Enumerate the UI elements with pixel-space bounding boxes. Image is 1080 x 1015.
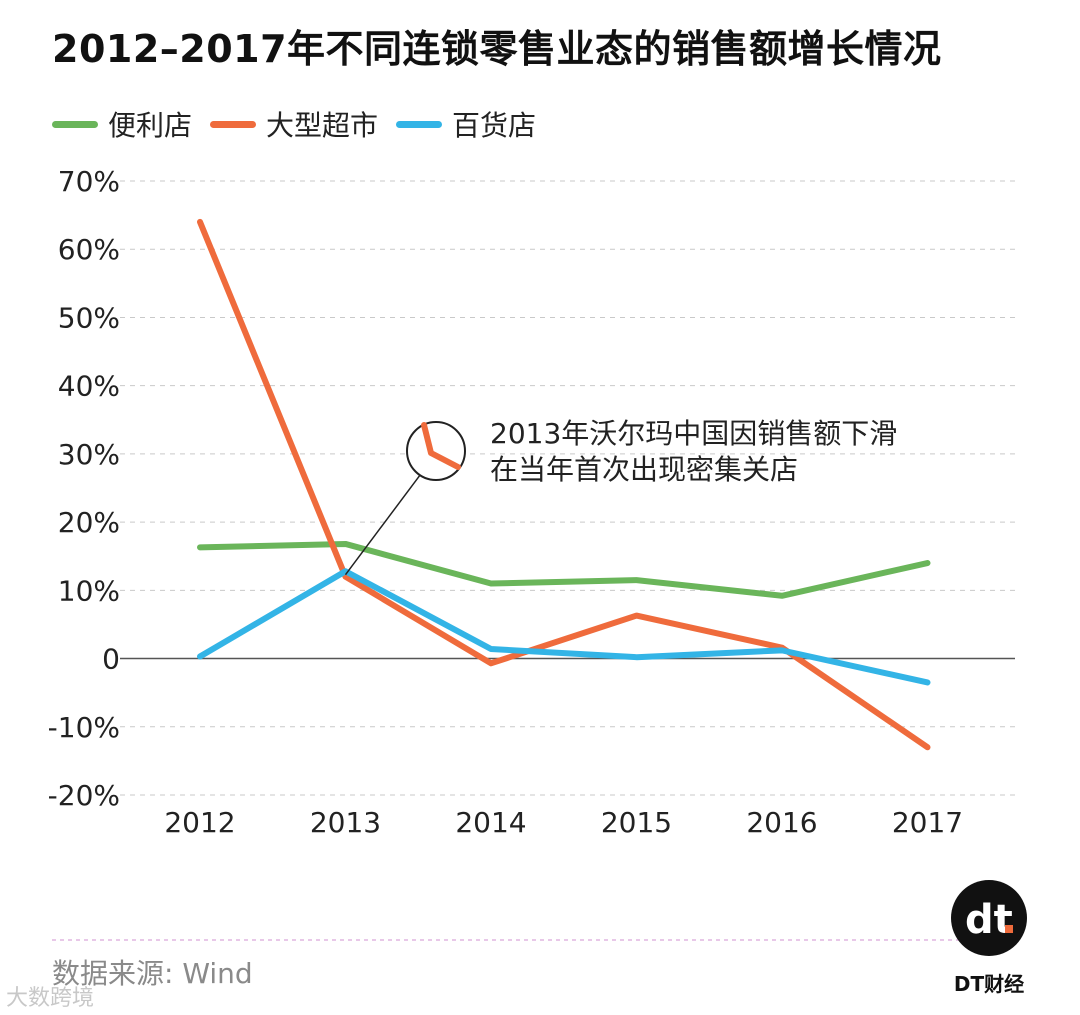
series-line-2 xyxy=(197,568,931,686)
y-tick-label: 20% xyxy=(58,506,120,539)
series-line-1 xyxy=(197,218,931,751)
y-tick-label: 40% xyxy=(58,370,120,403)
annotation-text-line1: 2013年沃尔玛中国因销售额下滑 xyxy=(490,417,897,450)
series-line-0 xyxy=(197,540,931,599)
brand-name: DT财经 xyxy=(953,972,1025,996)
dt-logo-icon: dt xyxy=(965,897,1013,941)
y-tick-label: 0 xyxy=(102,643,120,676)
x-tick-label: 2012 xyxy=(164,806,235,839)
annotation-layer: 2013年沃尔玛中国因销售额下滑 在当年首次出现密集关店 xyxy=(344,417,897,576)
grid-layer xyxy=(120,180,1015,796)
y-tick-label: 50% xyxy=(58,301,120,334)
annotation-callout-line xyxy=(344,474,421,576)
x-tick-label: 2016 xyxy=(746,806,817,839)
y-tick-label: 70% xyxy=(58,165,120,198)
chart-title: 2012–2017年不同连锁零售业态的销售额增长情况 xyxy=(52,27,942,71)
legend-label-convenience: 便利店 xyxy=(108,109,193,142)
y-tick-label: 10% xyxy=(58,574,120,607)
x-tick-label: 2014 xyxy=(455,806,526,839)
legend-item-convenience: 便利店 xyxy=(52,104,192,144)
y-tick-label: -10% xyxy=(48,711,120,744)
data-source: 数据来源: Wind xyxy=(52,957,253,990)
series-layer xyxy=(197,218,931,751)
weibo-watermark: 大数跨境 xyxy=(6,986,95,1011)
x-tick-label: 2013 xyxy=(310,806,381,839)
legend: 便利店 大型超市 百货店 xyxy=(52,102,554,146)
brand-logo: dt xyxy=(951,880,1027,956)
legend-item-department-store: 百货店 xyxy=(396,104,536,144)
legend-swatch-department-store xyxy=(396,120,443,128)
annotation-magnifier-circle xyxy=(406,421,466,481)
x-tick-label: 2015 xyxy=(601,806,672,839)
y-tick-label: -20% xyxy=(48,779,120,812)
x-tick-label: 2017 xyxy=(892,806,963,839)
y-tick-label: 60% xyxy=(58,233,120,266)
legend-item-hypermarket: 大型超市 xyxy=(210,104,378,144)
legend-swatch-hypermarket xyxy=(210,120,257,128)
annotation-magnifier-line xyxy=(421,422,461,470)
legend-swatch-convenience xyxy=(52,120,98,128)
axis-layer: 70% 60% 50% 40% 30% 20% 10% 0 -10% -20% 2012 2013 20… xyxy=(48,165,963,839)
svg-text:dt: dt xyxy=(965,897,1013,941)
annotation-text-line2: 在当年首次出现密集关店 xyxy=(490,453,798,486)
legend-label-hypermarket: 大型超市 xyxy=(266,109,379,142)
legend-label-department-store: 百货店 xyxy=(452,109,537,142)
y-tick-label: 30% xyxy=(58,438,120,471)
